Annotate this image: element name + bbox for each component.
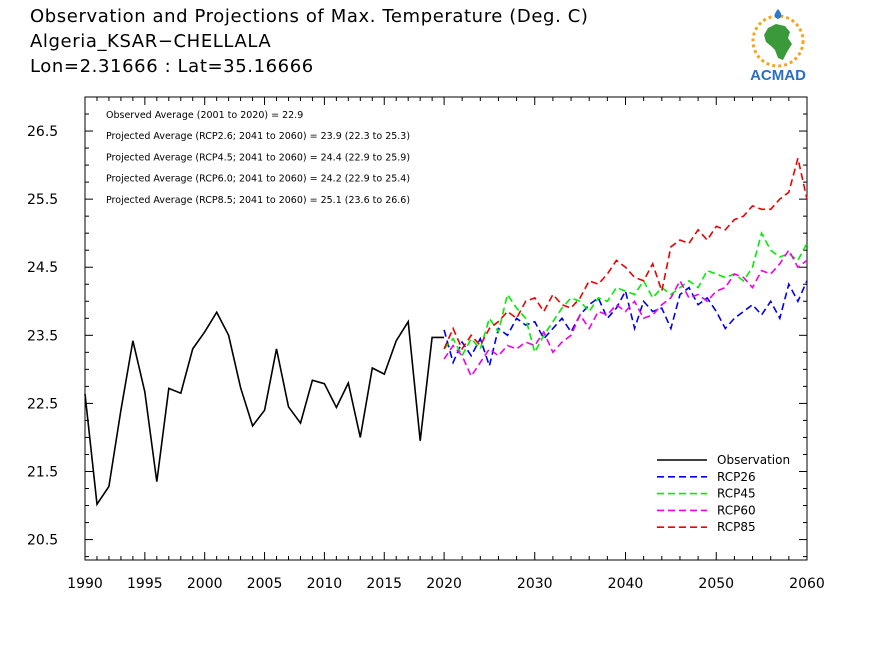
- legend-label-rcp85: RCP85: [717, 520, 756, 534]
- legend-label-rcp60: RCP60: [717, 503, 756, 517]
- x-tick-label: 2030: [517, 576, 553, 592]
- x-tick-label: 2040: [608, 576, 644, 592]
- x-tick-label: 2050: [698, 576, 734, 592]
- legend-label-observation: Observation: [717, 453, 790, 467]
- acmad-logo: ACMAD: [750, 9, 806, 84]
- x-tick-label: 2015: [366, 576, 402, 592]
- y-tick-label: 23.5: [27, 328, 58, 344]
- series-line-observation: [84, 310, 445, 507]
- series-line-rcp60: [443, 248, 808, 378]
- x-tick-label: 2010: [307, 576, 343, 592]
- africa-continent-logo: [751, 9, 805, 68]
- x-tick-label: 2060: [789, 576, 825, 592]
- series-line-rcp26: [443, 280, 808, 369]
- chart-title: Observation and Projections of Max. Temp…: [30, 6, 589, 27]
- y-tick-label: 21.5: [27, 464, 58, 480]
- average-annotation: Projected Average (RCP6.0; 2041 to 2060)…: [106, 174, 410, 185]
- plot-area: [84, 96, 808, 561]
- x-tick-label: 1990: [67, 576, 103, 592]
- y-tick-label: 20.5: [27, 533, 58, 549]
- average-annotation: Observed Average (2001 to 2020) = 22.9: [106, 110, 303, 121]
- legend-label-rcp45: RCP45: [717, 487, 756, 501]
- x-tick-label: 2000: [187, 576, 223, 592]
- y-tick-label: 26.5: [27, 124, 58, 140]
- average-annotation: Projected Average (RCP4.5; 2041 to 2060)…: [106, 152, 410, 163]
- y-tick-label: 22.5: [27, 396, 58, 412]
- series-line-rcp85: [443, 158, 808, 351]
- logo-text: ACMAD: [750, 67, 806, 84]
- x-tick-label: 2005: [247, 576, 283, 592]
- x-tick-label: 1995: [127, 576, 163, 592]
- x-tick-label: 2020: [426, 576, 462, 592]
- station-coordinates: Lon=2.31666 : Lat=35.16666: [30, 56, 314, 77]
- y-tick-label: 25.5: [27, 192, 58, 208]
- series-line-rcp45: [443, 231, 808, 358]
- y-tick-label: 24.5: [27, 260, 58, 276]
- average-annotation: Projected Average (RCP8.5; 2041 to 2060)…: [106, 195, 410, 206]
- station-name: Algeria_KSAR−CHELLALA: [30, 31, 272, 52]
- legend-label-rcp26: RCP26: [717, 470, 756, 484]
- average-annotation: Projected Average (RCP2.6; 2041 to 2060)…: [106, 131, 410, 142]
